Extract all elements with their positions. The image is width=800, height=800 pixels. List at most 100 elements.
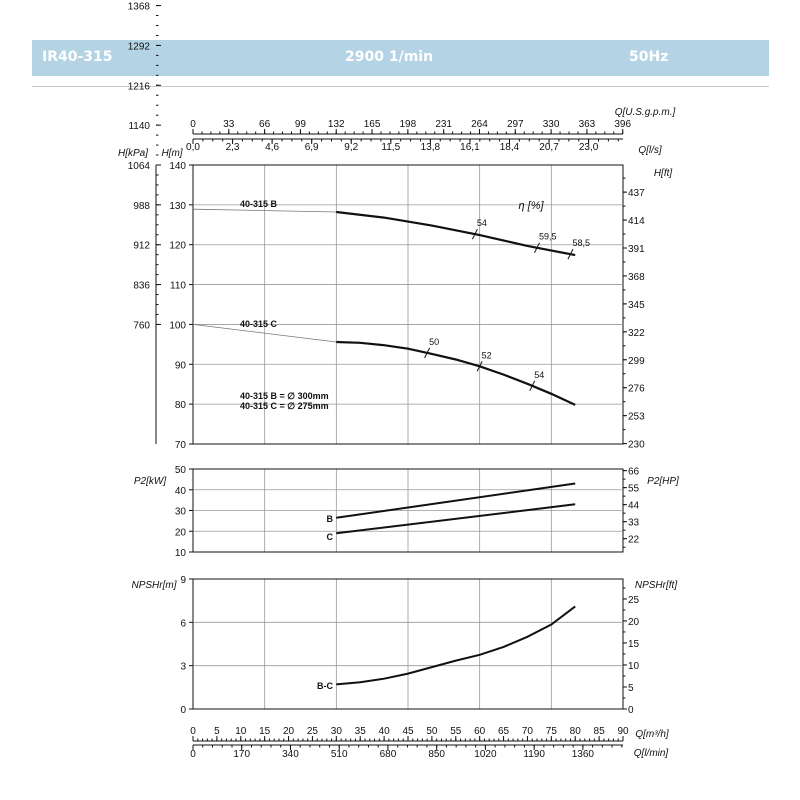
npshm-tick-label: 9 <box>180 575 186 586</box>
m3h-tick-label: 65 <box>498 726 510 737</box>
head-curve-40-315-c <box>336 340 576 406</box>
p2hp-tick-label: 55 <box>628 484 640 495</box>
hm-tick-label: 100 <box>169 320 186 331</box>
hm-tick-label: 110 <box>170 281 186 292</box>
curve-b-label: 40-315 B <box>240 199 278 209</box>
lmin-tick-label: 340 <box>282 749 299 760</box>
efficiency-label: 59,5 <box>539 232 557 242</box>
ls-tick-label: 18,4 <box>500 142 520 153</box>
hft-tick-label: 414 <box>628 216 645 227</box>
curve-c-label: 40-315 C <box>240 319 278 329</box>
header-divider <box>32 86 769 87</box>
m3h-tick-label: 90 <box>617 726 629 737</box>
kpa-tick-label: 988 <box>133 201 150 212</box>
m3h-tick-label: 80 <box>570 726 582 737</box>
pump-speed: 2900 1/min <box>345 49 434 65</box>
power-curve-c <box>336 503 576 535</box>
efficiency-label: 50 <box>429 337 439 347</box>
kpa-tick-label: 1064 <box>128 161 151 172</box>
m3h-tick-label: 5 <box>214 726 220 737</box>
kpa-tick-label: 1140 <box>128 121 150 132</box>
p2kw-tick-label: 30 <box>175 507 187 518</box>
efficiency-tick <box>471 228 478 240</box>
npshft-axis-title: NPSHr[ft] <box>635 580 677 591</box>
pump-model: IR40-315 <box>42 49 113 65</box>
npshft-tick-label: 15 <box>628 639 640 650</box>
kpa-tick-label: 760 <box>133 320 150 331</box>
hft-tick-label: 276 <box>628 384 645 395</box>
head-curve-extension <box>192 208 337 213</box>
hft-tick-label: 299 <box>628 356 645 367</box>
efficiency-label: 52 <box>482 350 492 360</box>
m3h-tick-label: 85 <box>594 726 606 737</box>
kpa-axis-title: H[kPa] <box>118 148 148 159</box>
m3h-axis-title: Q[m³/h] <box>635 729 669 740</box>
m3h-tick-label: 45 <box>402 726 414 737</box>
npshft-tick-label: 25 <box>628 595 640 606</box>
m3h-tick-label: 25 <box>307 726 319 737</box>
ls-tick-label: 20,7 <box>539 142 559 153</box>
p2kw-tick-label: 40 <box>175 486 187 497</box>
head-curve-40-315-b <box>336 210 576 257</box>
kpa-tick-label: 912 <box>133 241 150 252</box>
power-b-label: B <box>327 514 334 524</box>
gpm-tick-label: 165 <box>364 119 381 130</box>
gpm-tick-label: 66 <box>259 119 271 130</box>
hm-tick-label: 70 <box>175 440 187 451</box>
ls-tick-label: 23,0 <box>579 142 599 153</box>
header-bar: IR40-315 2900 1/min 50Hz <box>32 40 769 76</box>
lmin-tick-label: 1360 <box>572 749 595 760</box>
hft-tick-label: 322 <box>628 328 645 339</box>
efficiency-tick <box>424 347 431 359</box>
efficiency-tick <box>476 361 483 372</box>
m3h-tick-label: 60 <box>474 726 486 737</box>
p2hp-tick-label: 66 <box>628 467 640 478</box>
npshm-axis-title: NPSHr[m] <box>132 580 177 591</box>
ls-tick-label: 11,5 <box>381 142 400 153</box>
lmin-tick-label: 510 <box>331 749 348 760</box>
npshm-tick-label: 6 <box>180 618 186 629</box>
gpm-tick-label: 297 <box>507 119 524 130</box>
efficiency-tick <box>567 248 574 260</box>
head-curve-extension <box>192 324 337 343</box>
ls-tick-label: 0,0 <box>186 142 200 153</box>
hft-tick-label: 368 <box>628 272 645 283</box>
hm-tick-label: 130 <box>169 201 186 212</box>
hm-tick-label: 80 <box>175 400 187 411</box>
m3h-tick-label: 15 <box>259 726 271 737</box>
gpm-tick-label: 33 <box>223 119 235 130</box>
hft-tick-label: 230 <box>628 440 645 451</box>
p2kw-axis-title: P2[kW] <box>134 476 166 487</box>
npsh-curve-bc <box>336 605 576 686</box>
npsh-frame <box>192 578 624 710</box>
hft-tick-label: 345 <box>628 300 645 311</box>
m3h-tick-label: 30 <box>331 726 343 737</box>
power-curve-b <box>336 482 576 519</box>
lmin-tick-label: 1190 <box>523 749 545 760</box>
p2hp-axis-title: P2[HP] <box>647 476 679 487</box>
p2kw-tick-label: 10 <box>175 548 187 559</box>
power-c-label: C <box>327 532 334 542</box>
ls-axis-title: Q[l/s] <box>638 145 662 156</box>
p2hp-tick-label: 33 <box>628 518 640 529</box>
impeller-c-diameter: 40-315 C = ∅ 275mm <box>240 401 329 411</box>
npsh-bc-label: B-C <box>317 681 333 691</box>
efficiency-label: 54 <box>534 370 544 380</box>
ls-tick-label: 16,1 <box>460 142 480 153</box>
lmin-tick-label: 680 <box>380 749 397 760</box>
m3h-tick-label: 0 <box>190 726 196 737</box>
efficiency-axis-title: η [%] <box>518 200 544 212</box>
gpm-tick-label: 396 <box>614 119 631 130</box>
m3h-tick-label: 50 <box>426 726 438 737</box>
frequency: 50Hz <box>629 49 669 65</box>
gpm-tick-label: 231 <box>435 119 452 130</box>
hm-tick-label: 140 <box>169 161 186 172</box>
gpm-tick-label: 0 <box>190 119 196 130</box>
npshm-tick-label: 0 <box>180 705 186 716</box>
m3h-tick-label: 40 <box>379 726 391 737</box>
kpa-tick-label: 836 <box>133 281 150 292</box>
lmin-axis-title: Q[l/min] <box>634 748 669 759</box>
lmin-tick-label: 170 <box>233 749 250 760</box>
impeller-b-diameter: 40-315 B = ∅ 300mm <box>240 391 329 401</box>
